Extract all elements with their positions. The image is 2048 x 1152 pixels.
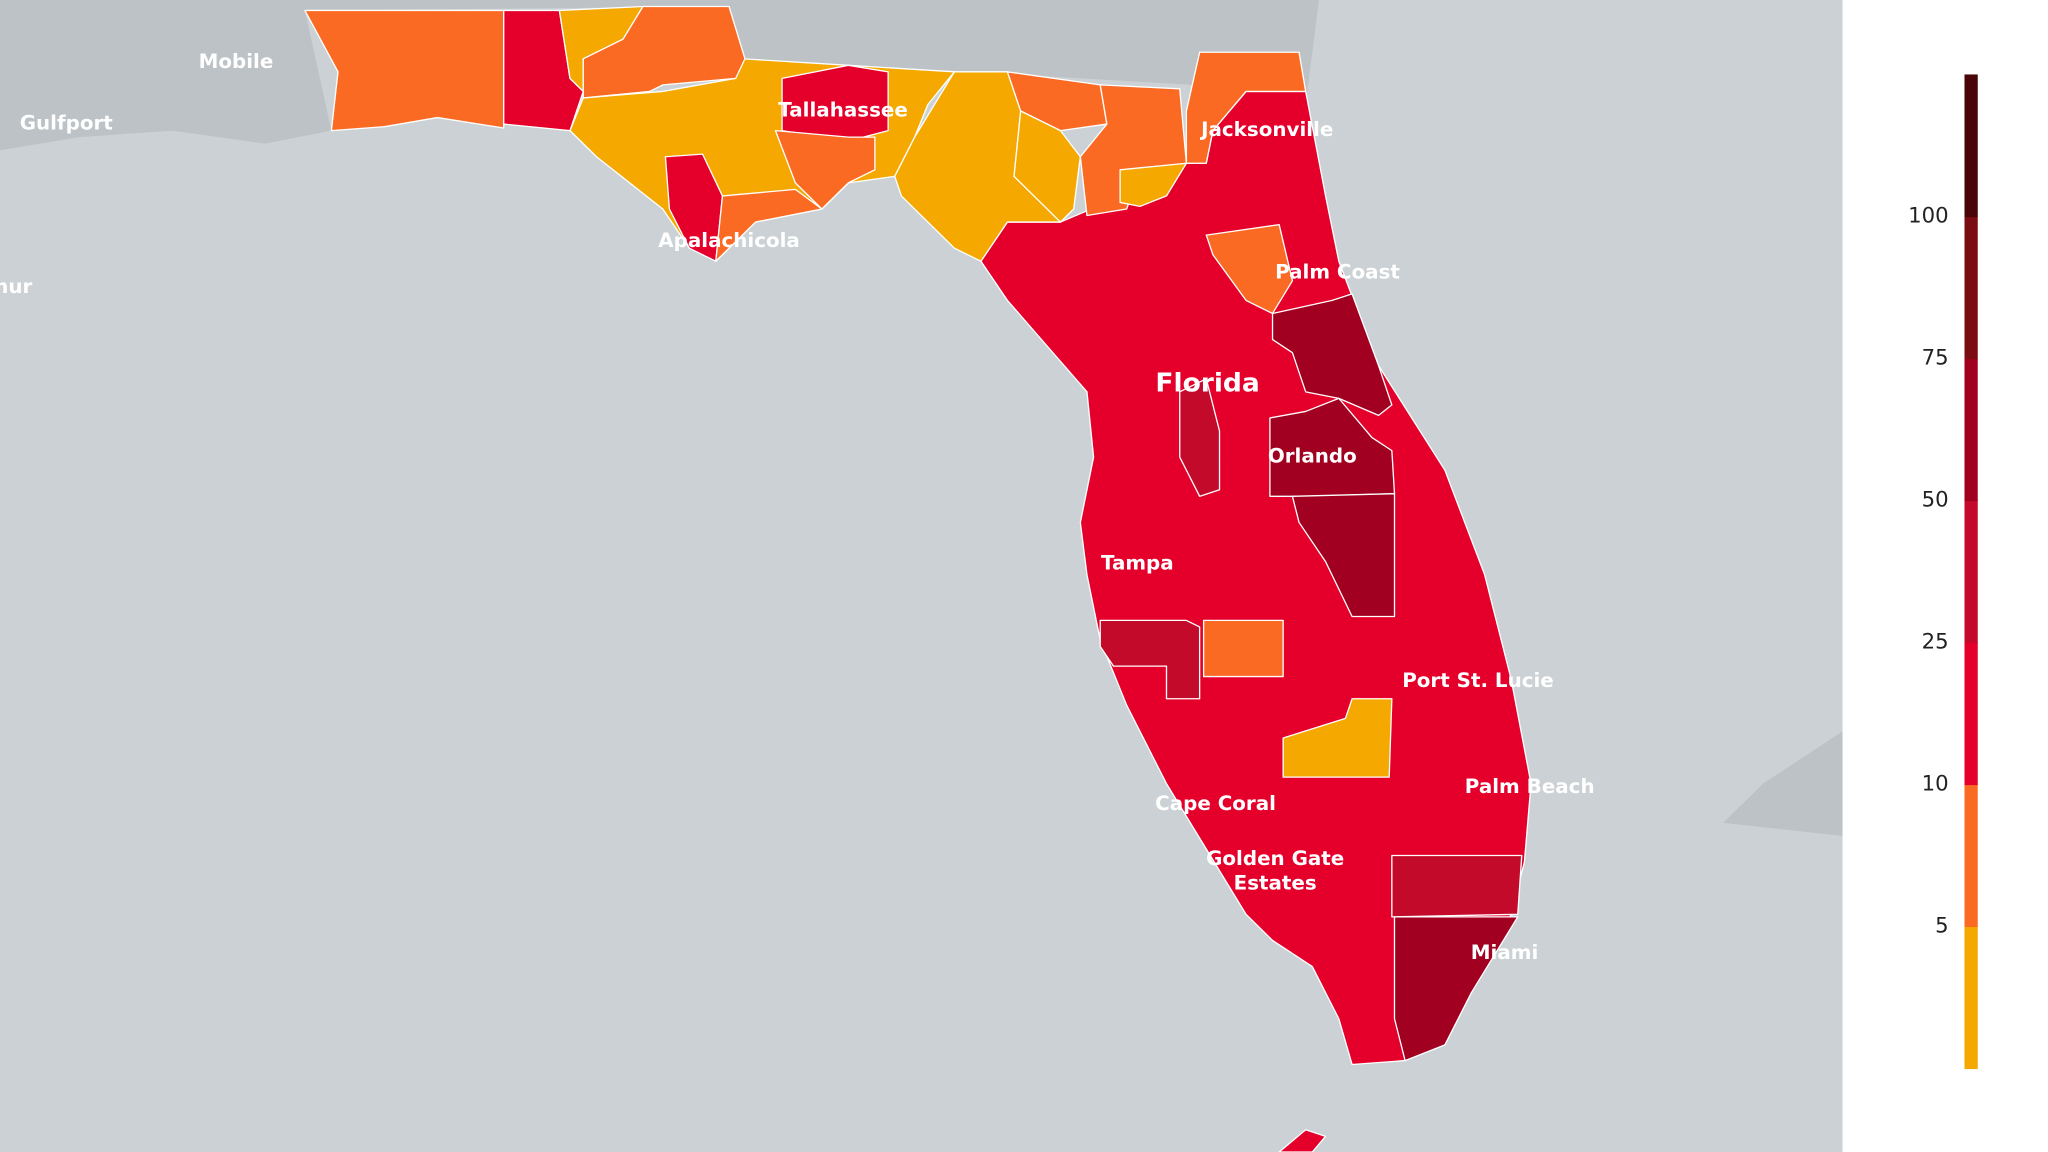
legend-swatch [1964,926,1978,1070]
legend-tick-label: 10 [1922,771,1949,796]
city-label: Palm Beach [1465,775,1595,798]
county [1079,84,1188,217]
land [1723,731,1843,836]
county [1013,110,1081,223]
legend-tick-label: 100 [1908,203,1948,228]
city-label: Florida [1155,369,1259,399]
legend-swatch [1964,642,1978,786]
county [715,188,823,262]
legend-tick-label: 25 [1922,629,1949,654]
county [1185,51,1307,164]
county [774,129,876,210]
county [582,5,746,99]
legend-swatch [1964,784,1978,928]
city-label: Miami [1471,941,1538,964]
city-label: hur [0,275,33,298]
city-label: Gulfport [20,112,113,135]
county [1282,698,1393,778]
county [894,71,1062,262]
legend-tick-label: 5 [1935,913,1949,938]
legend-swatch [1964,358,1978,502]
county [1202,619,1284,678]
city-label: Golden Gate [1206,847,1344,870]
legend: 5 10 25 50 75 100 [1908,74,1978,1070]
county [1391,854,1523,918]
city-label: Tallahassee [778,99,908,122]
county [1099,619,1201,700]
county [1119,162,1188,208]
county [1393,916,1519,1062]
city-labels: Mobile Gulfport hur Tallahassee Jacksonville… [0,50,1595,964]
city-label: Tampa [1101,552,1174,575]
county [1179,378,1221,497]
county [1271,293,1393,416]
legend-swatch [1964,74,1978,218]
land [0,0,1319,151]
county [1269,397,1396,497]
city-label: Port St. Lucie [1402,669,1554,692]
county [1278,1129,1327,1152]
city-label: Mobile [199,50,274,73]
legend-tick-label: 50 [1922,487,1949,512]
city-label: Estates [1234,872,1317,895]
city-label: Cape Coral [1155,792,1276,815]
legend-swatch [1964,500,1978,644]
city-label: Palm Coast [1275,261,1400,284]
legend-tick-label: 75 [1922,345,1949,370]
counties [304,5,1532,1152]
city-label: Jacksonville [1199,118,1333,141]
county [1291,493,1396,618]
city-label: Apalachicola [658,229,800,252]
legend-swatch [1964,216,1978,360]
county [1006,71,1108,132]
city-label: Orlando [1268,445,1357,468]
